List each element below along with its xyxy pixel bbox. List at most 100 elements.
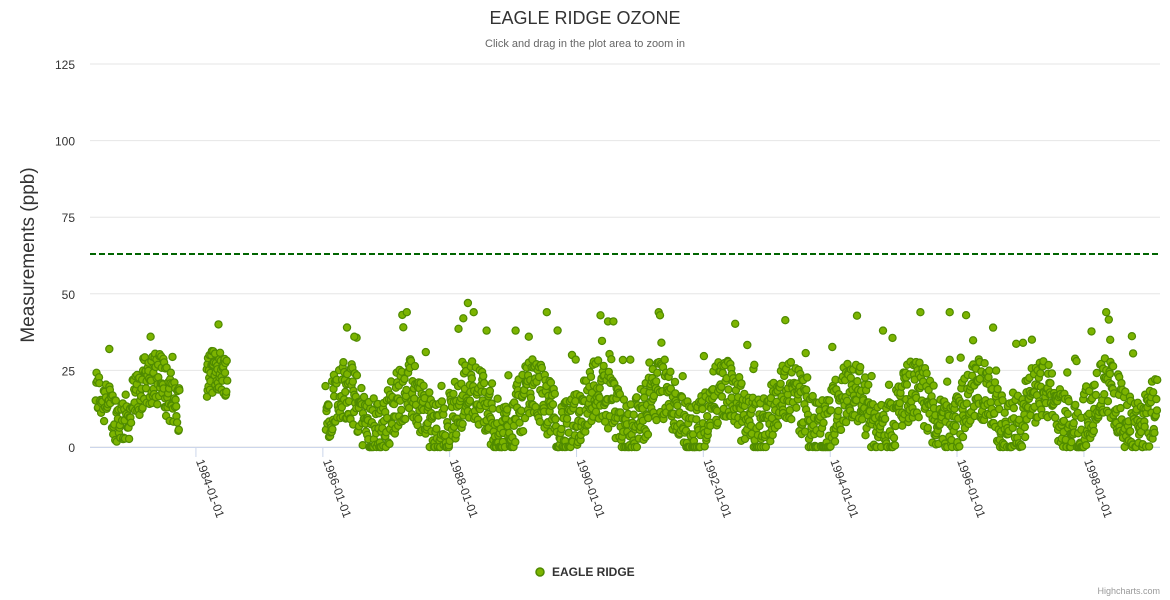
data-point	[339, 358, 348, 367]
data-point	[922, 369, 931, 378]
y-tick-label: 125	[55, 58, 75, 72]
data-point	[1000, 408, 1009, 417]
data-point	[1064, 397, 1073, 406]
data-point	[1020, 422, 1030, 432]
data-point	[632, 442, 642, 452]
data-point	[655, 311, 665, 320]
data-point	[596, 311, 605, 320]
data-point	[511, 437, 520, 447]
plot-area[interactable]	[91, 298, 1162, 452]
data-point	[175, 386, 184, 395]
data-point	[776, 379, 785, 388]
data-point	[670, 377, 680, 387]
data-point	[841, 417, 851, 427]
data-point	[517, 406, 526, 415]
data-point	[1087, 327, 1096, 336]
data-point	[1020, 432, 1030, 442]
data-point	[1128, 349, 1138, 358]
data-point	[595, 393, 604, 402]
y-axis-title: Measurements (ppb)	[18, 167, 39, 342]
data-point	[465, 396, 475, 405]
data-point	[603, 424, 613, 433]
data-point	[168, 352, 177, 362]
data-point	[609, 317, 618, 326]
data-point	[1125, 427, 1135, 436]
data-point	[1017, 442, 1027, 451]
data-point	[1036, 369, 1045, 378]
data-point	[105, 344, 114, 354]
data-point	[111, 396, 121, 405]
y-axis-labels: 0 25 50 75 100 125	[55, 58, 75, 455]
data-point	[518, 427, 528, 436]
data-point	[488, 404, 497, 413]
data-point	[321, 381, 330, 391]
data-point	[929, 381, 938, 390]
data-point	[1089, 426, 1099, 436]
data-point	[1072, 356, 1081, 366]
data-point	[1090, 380, 1099, 389]
data-point	[95, 379, 104, 388]
data-point	[943, 377, 952, 386]
data-point	[825, 396, 834, 405]
data-point	[1027, 335, 1037, 344]
data-point	[126, 418, 136, 427]
data-point	[557, 424, 566, 434]
data-point	[1085, 386, 1094, 396]
data-point	[537, 363, 547, 373]
data-point	[400, 374, 409, 384]
data-point	[1121, 387, 1130, 396]
data-point	[640, 393, 649, 402]
data-point	[717, 382, 726, 391]
data-point	[535, 417, 545, 426]
data-point	[945, 308, 954, 317]
data-point	[524, 332, 534, 341]
data-point	[649, 391, 659, 401]
data-point	[220, 368, 230, 377]
data-point	[399, 323, 408, 332]
data-point	[853, 377, 862, 386]
data-point	[632, 393, 641, 402]
data-point	[511, 326, 520, 335]
credits-link[interactable]: Highcharts.com	[1097, 586, 1160, 596]
data-point	[1152, 394, 1161, 404]
data-point	[437, 381, 446, 391]
data-point	[800, 427, 810, 436]
data-point	[463, 298, 473, 308]
data-point	[692, 415, 701, 424]
data-point	[975, 374, 985, 384]
data-point	[750, 360, 759, 369]
data-point	[645, 358, 654, 367]
data-point	[1127, 332, 1137, 341]
data-point	[888, 333, 897, 343]
data-point	[1152, 406, 1162, 415]
data-point	[328, 425, 337, 434]
data-point	[551, 415, 560, 424]
data-point	[737, 379, 746, 388]
data-point	[968, 336, 978, 345]
data-point	[419, 381, 428, 390]
data-point	[1063, 409, 1072, 419]
data-point	[348, 377, 357, 386]
data-point	[956, 353, 965, 362]
y-tick-label: 75	[62, 211, 76, 225]
data-point	[350, 332, 359, 341]
data-point	[437, 397, 447, 406]
data-point	[515, 418, 524, 427]
data-point	[449, 389, 458, 399]
data-point	[1108, 362, 1118, 371]
x-tick-label: 1984-01-01	[193, 457, 227, 520]
data-point	[1116, 403, 1125, 413]
data-point	[902, 380, 912, 389]
data-point	[595, 384, 604, 393]
data-point	[958, 432, 968, 442]
data-point	[1148, 388, 1158, 397]
data-point	[357, 383, 366, 393]
data-point	[884, 380, 894, 389]
data-point	[153, 400, 162, 409]
data-point	[991, 366, 1001, 375]
data-point	[717, 392, 727, 401]
data-point	[743, 340, 752, 350]
data-point	[586, 372, 596, 381]
legend-item-eagle-ridge[interactable]: EAGLE RIDGE	[535, 565, 635, 579]
